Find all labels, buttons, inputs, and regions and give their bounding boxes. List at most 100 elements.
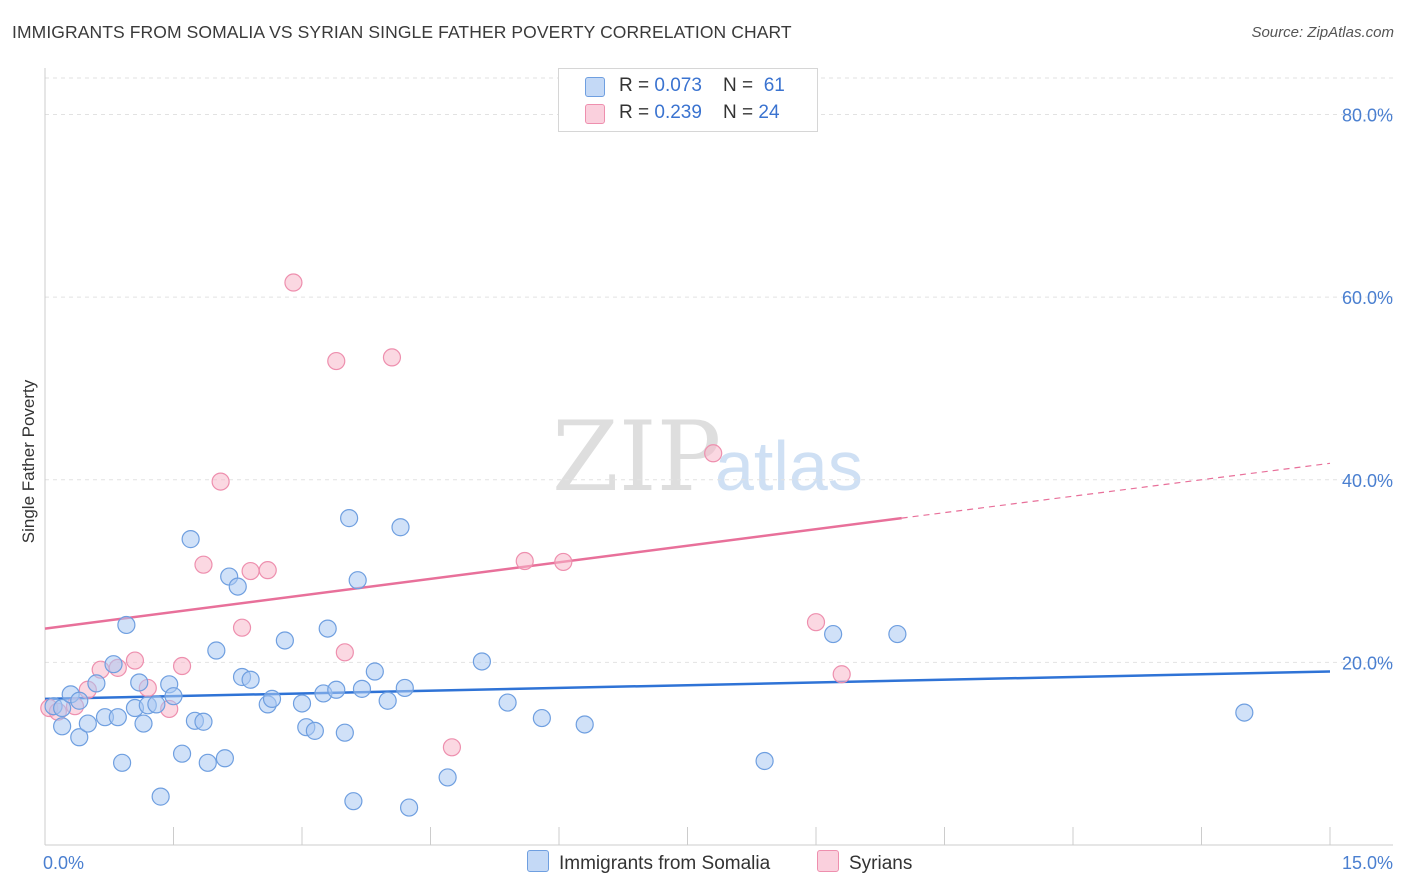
point-somalia (327, 680, 346, 699)
point-somalia (318, 619, 337, 638)
point-syrians (211, 472, 230, 491)
point-somalia (344, 792, 363, 811)
point-syrians (335, 643, 354, 662)
y-tick-label: 60.0% (1342, 288, 1393, 308)
legend-r-label: R = (619, 75, 655, 96)
point-somalia (472, 652, 491, 671)
bottom-legend-swatch-somalia (527, 850, 549, 872)
point-somalia (888, 624, 907, 644)
point-somalia (241, 670, 260, 689)
legend-n-value: 61 (763, 75, 785, 96)
point-somalia (575, 715, 594, 734)
point-syrians (232, 618, 252, 637)
point-somalia (108, 708, 127, 727)
point-syrians (515, 551, 534, 571)
point-syrians (194, 555, 213, 574)
bottom-legend-label-somalia: Immigrants from Somalia (559, 853, 771, 874)
watermark-zip: ZIP (552, 401, 721, 513)
point-somalia (365, 662, 384, 681)
legend-r-value: 0.239 (654, 102, 702, 123)
bottom-legend-syrians: Syrians (817, 850, 912, 875)
point-somalia (755, 751, 774, 771)
x-tick-label-max: 15.0% (1342, 853, 1393, 873)
point-somalia (70, 728, 89, 747)
point-syrians (382, 348, 402, 367)
point-syrians (554, 552, 573, 572)
axis-labels: 20.0% 40.0% 60.0% 80.0% 0.0% 15.0% Single Fath… (19, 106, 1393, 873)
trend-line-syrians (44, 516, 902, 630)
point-somalia (378, 691, 397, 710)
legend-swatch-somalia (585, 77, 605, 97)
point-somalia (1235, 703, 1254, 722)
point-syrians (442, 738, 462, 757)
correlation-legend: R = 0.073 N = 61 R = 0.239 N = 24 (558, 68, 818, 132)
legend-n-label: N = (723, 75, 759, 96)
y-tick-label: 20.0% (1342, 653, 1393, 673)
point-somalia (181, 530, 200, 549)
point-syrians (832, 665, 851, 684)
point-somalia (151, 787, 170, 806)
point-somalia (824, 624, 843, 644)
point-somalia (348, 571, 367, 590)
point-somalia (134, 714, 153, 733)
point-somalia (53, 717, 72, 736)
chart-title: IMMIGRANTS FROM SOMALIA VS SYRIAN SINGLE… (12, 22, 792, 42)
point-somalia (395, 678, 414, 698)
source-label: Source: ZipAtlas.com (1251, 24, 1394, 41)
point-somalia (164, 687, 183, 706)
point-somalia (352, 679, 372, 698)
point-somalia (78, 714, 97, 733)
point-somalia (130, 673, 149, 692)
data-points (40, 273, 1254, 817)
point-syrians (172, 656, 192, 676)
trend-lines (44, 462, 1331, 701)
point-syrians (241, 561, 260, 581)
point-syrians (125, 651, 145, 670)
point-syrians (704, 444, 723, 463)
bottom-legend-swatch-syrians (817, 850, 839, 872)
legend-r-value: 0.073 (654, 75, 702, 96)
point-somalia (532, 708, 551, 728)
point-syrians (327, 351, 346, 371)
point-somalia (117, 615, 136, 635)
point-somalia (305, 721, 324, 740)
legend-n-label: N = (723, 102, 759, 123)
point-somalia (391, 518, 410, 537)
y-tick-label: 80.0% (1342, 106, 1393, 126)
point-somalia (53, 698, 72, 718)
watermark-atlas: atlas (715, 427, 863, 505)
point-somalia (438, 768, 457, 787)
y-tick-label: 40.0% (1342, 471, 1393, 491)
point-syrians (806, 613, 826, 632)
point-somalia (335, 723, 354, 742)
y-axis-label: Single Father Poverty (19, 379, 38, 543)
legend-n-value: 24 (758, 102, 780, 123)
legend-swatch-syrians (585, 104, 605, 124)
point-somalia (147, 695, 166, 714)
trend-line-somalia (44, 670, 1331, 701)
point-somalia (228, 577, 247, 596)
x-tick-label-min: 0.0% (43, 853, 84, 873)
point-somalia (104, 655, 123, 674)
point-somalia (292, 694, 312, 713)
bottom-legend-somalia: Immigrants from Somalia (527, 850, 770, 875)
legend-r-label: R = (619, 102, 655, 123)
point-somalia (70, 691, 89, 710)
point-syrians (258, 561, 277, 580)
point-somalia (262, 689, 282, 709)
point-somalia (399, 798, 419, 817)
point-somalia (198, 753, 217, 772)
point-somalia (498, 693, 517, 712)
point-syrians (284, 273, 303, 292)
point-somalia (194, 712, 213, 731)
bottom-legend-label-syrians: Syrians (849, 853, 913, 874)
point-somalia (275, 631, 294, 650)
point-somalia (215, 749, 234, 768)
point-somalia (112, 753, 132, 772)
point-somalia (87, 674, 106, 693)
point-somalia (172, 744, 192, 763)
point-somalia (207, 641, 226, 660)
point-somalia (340, 509, 359, 528)
trend-line-syrians-extrapolated (901, 462, 1331, 519)
